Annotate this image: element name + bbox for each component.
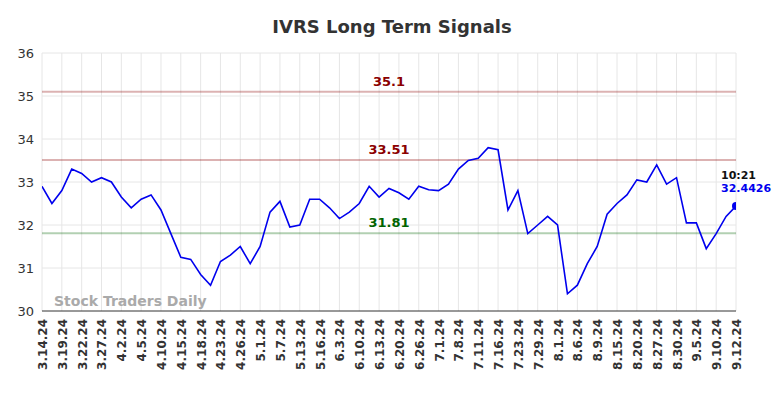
x-tick-label: 6.3.24 xyxy=(333,319,347,362)
chart: IVRS Long Term Signals 30 31 32 33 34 35 36 3.14… xyxy=(0,0,784,398)
x-tick-label: 4.5.24 xyxy=(135,319,149,362)
x-tick-label: 5.16.24 xyxy=(314,319,328,370)
grid-y xyxy=(42,139,736,140)
plot xyxy=(42,148,736,294)
x-tick-label: 3.22.24 xyxy=(76,319,90,370)
x-tick-label: 8.6.24 xyxy=(571,319,585,362)
y-tick-label: 36 xyxy=(17,46,34,61)
x-tick-label: 3.14.24 xyxy=(36,319,50,370)
x-tick-label: 6.10.24 xyxy=(353,319,367,370)
y-tick-label: 33 xyxy=(17,175,34,190)
x-tick-label: 8.30.24 xyxy=(671,319,685,370)
reference-label: 33.51 xyxy=(368,142,409,157)
x-tick-label: 9.5.24 xyxy=(690,319,704,362)
x-tick-label: 3.27.24 xyxy=(95,319,109,370)
reference-line xyxy=(42,91,736,93)
x-tick-label: 8.20.24 xyxy=(631,319,645,370)
x-tick-label: 6.20.24 xyxy=(393,319,407,370)
grid-y xyxy=(42,311,736,312)
y-tick-label: 35 xyxy=(17,89,34,104)
grid-y xyxy=(42,53,736,54)
last-time: 10:21 xyxy=(721,169,756,182)
x-tick-label: 7.8.24 xyxy=(452,319,466,362)
x-tick-label: 6.26.24 xyxy=(413,319,427,370)
x-tick-label: 9.10.24 xyxy=(710,319,724,370)
reference-label: 35.1 xyxy=(373,74,405,89)
last-point xyxy=(732,202,736,210)
x-tick-label: 4.18.24 xyxy=(195,319,209,370)
x-tick-label: 4.15.24 xyxy=(175,319,189,370)
grid-y xyxy=(42,96,736,97)
reference-line xyxy=(42,232,736,234)
x-tick-label: 4.26.24 xyxy=(234,319,248,370)
y-tick-label: 31 xyxy=(17,261,34,276)
y-tick-label: 30 xyxy=(17,304,34,319)
x-tick-label: 8.9.24 xyxy=(591,319,605,362)
x-tick-label: 7.29.24 xyxy=(532,319,546,370)
x-tick-label: 7.23.24 xyxy=(512,319,526,370)
x-tick-label: 5.1.24 xyxy=(254,319,268,362)
x-tick-label: 3.19.24 xyxy=(56,319,70,370)
grid-y xyxy=(42,268,736,269)
x-tick-label: 8.1.24 xyxy=(552,319,566,362)
last-value: 32.4426 xyxy=(721,182,771,195)
y-tick-label: 34 xyxy=(17,132,34,147)
x-tick-label: 4.2.24 xyxy=(115,319,129,362)
x-tick-label: 5.7.24 xyxy=(274,319,288,362)
grid-y xyxy=(42,182,736,183)
reference-line xyxy=(42,159,736,161)
x-tick-label: 7.1.24 xyxy=(433,319,447,362)
x-tick-label: 5.13.24 xyxy=(294,319,308,370)
y-tick-label: 32 xyxy=(17,218,34,233)
x-tick-label: 8.27.24 xyxy=(651,319,665,370)
x-tick-label: 8.15.24 xyxy=(611,319,625,370)
series-line xyxy=(42,148,736,294)
x-tick-label: 4.10.24 xyxy=(155,319,169,370)
x-tick-label: 6.13.24 xyxy=(373,319,387,370)
x-tick-label: 4.23.24 xyxy=(214,319,228,370)
reference-label: 31.81 xyxy=(368,215,409,230)
x-tick-label: 7.11.24 xyxy=(472,319,486,370)
title: IVRS Long Term Signals xyxy=(272,16,511,37)
watermark: Stock Traders Daily xyxy=(54,293,207,309)
x-tick-label: 9.12.24 xyxy=(730,319,744,370)
x-tick-label: 7.16.24 xyxy=(492,319,506,370)
